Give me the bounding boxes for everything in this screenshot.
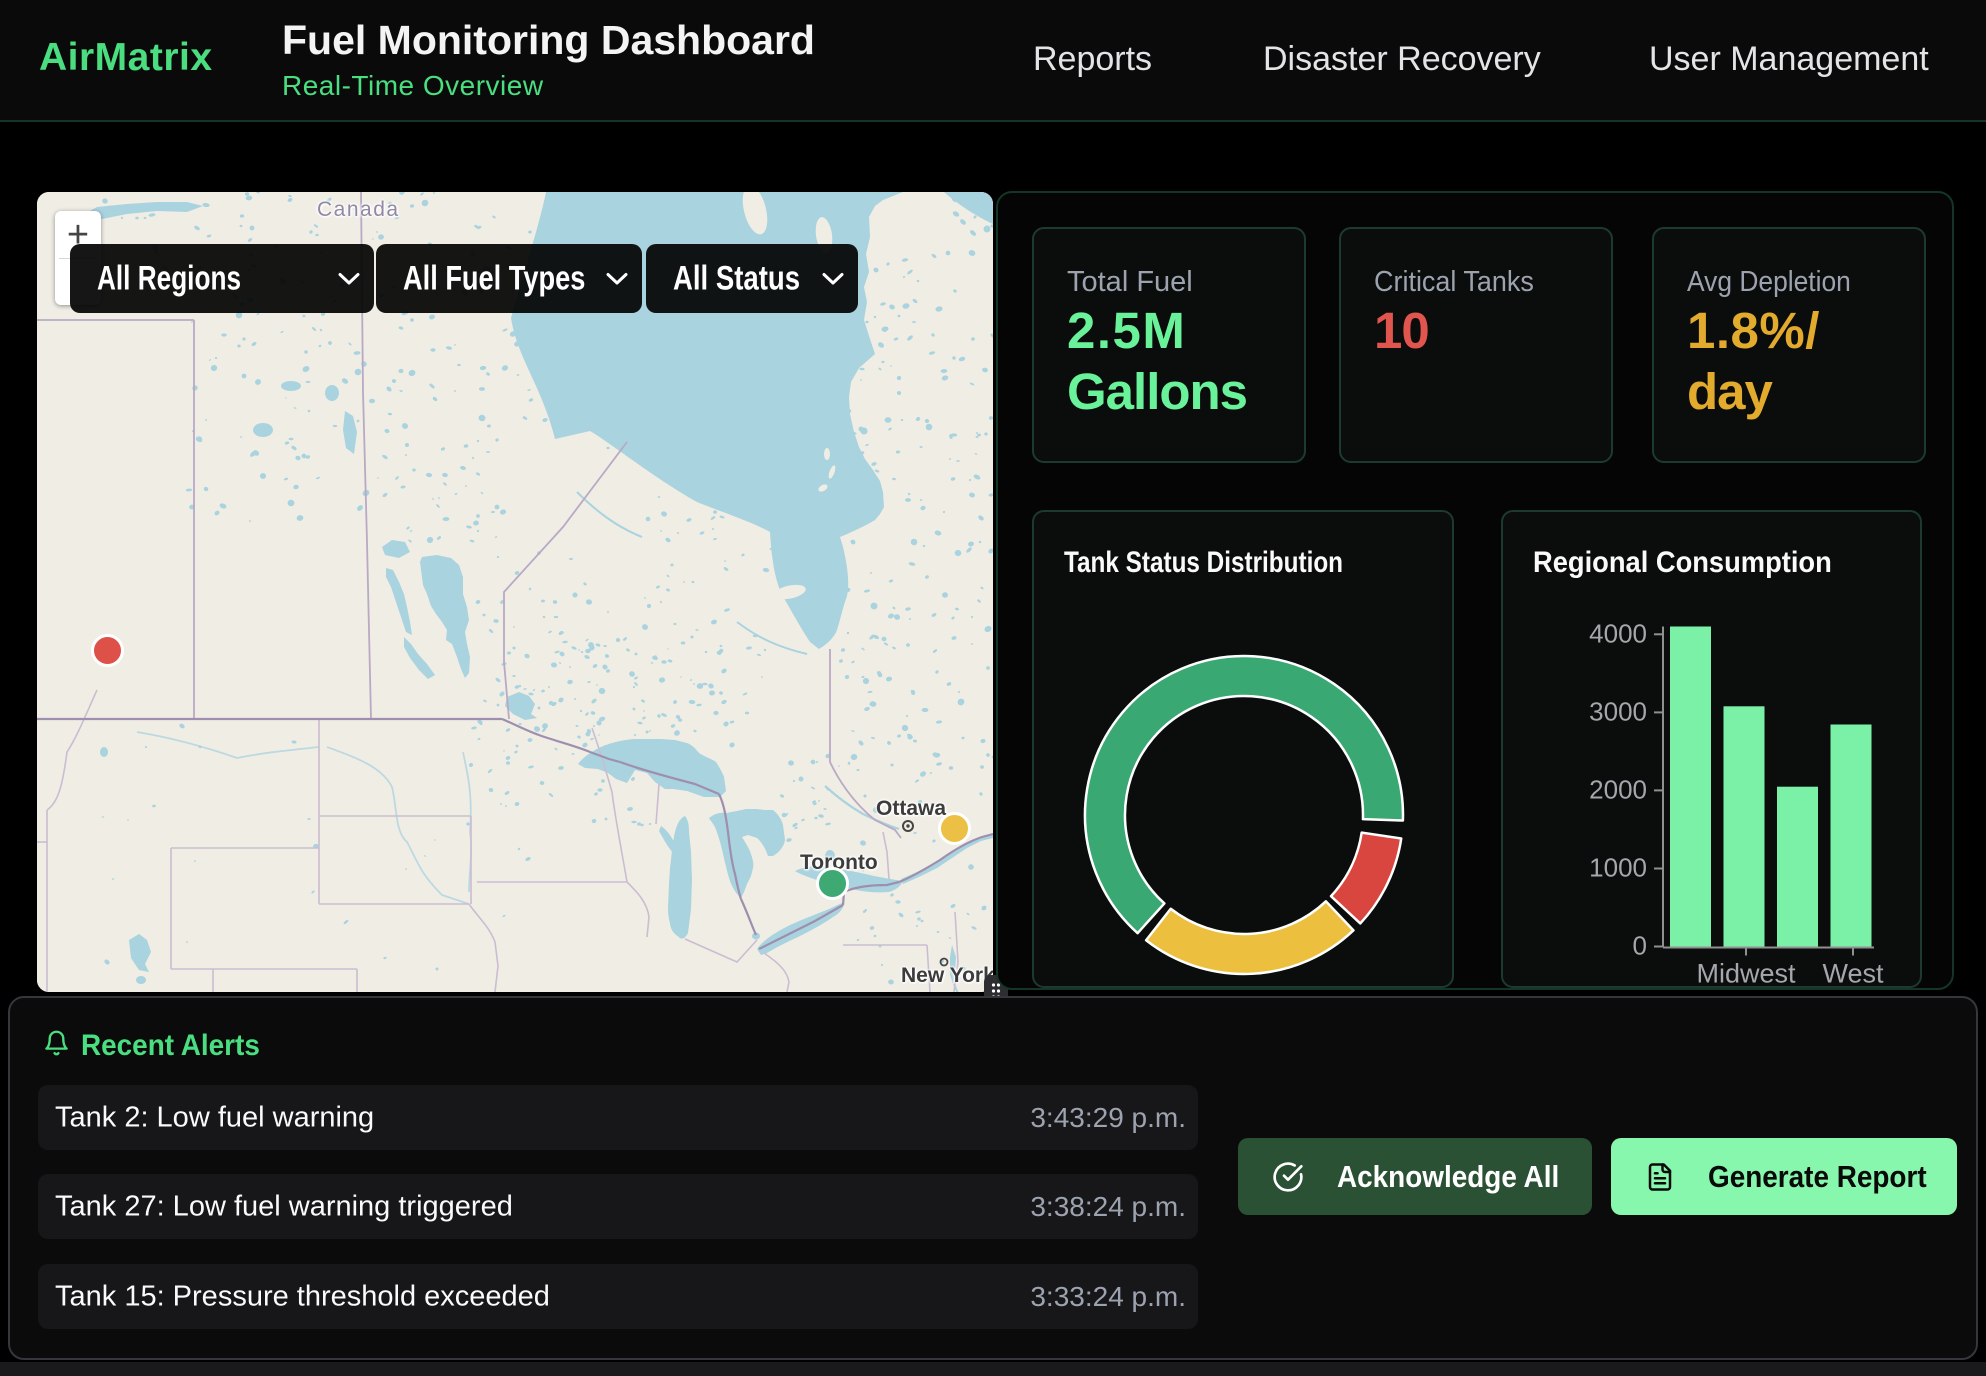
svg-text:Midwest: Midwest	[1696, 959, 1796, 987]
svg-text:4000: 4000	[1589, 618, 1647, 648]
svg-text:0: 0	[1633, 931, 1647, 961]
svg-text:West: West	[1822, 959, 1884, 987]
svg-text:2000: 2000	[1589, 774, 1647, 804]
svg-text:1000: 1000	[1589, 853, 1647, 883]
svg-text:3000: 3000	[1589, 696, 1647, 726]
